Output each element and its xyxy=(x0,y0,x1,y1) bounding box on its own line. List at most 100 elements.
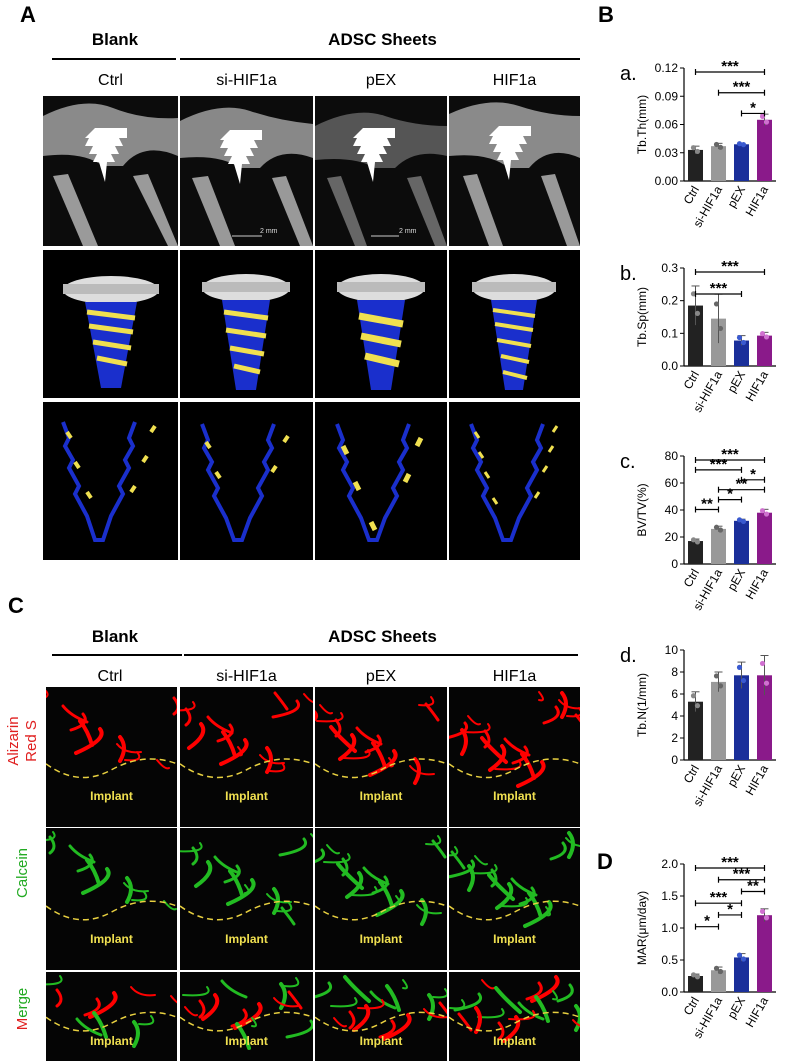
header-rule-adsc xyxy=(180,58,580,60)
x-tick-label: pEX xyxy=(725,995,748,1022)
fluo-calcein-ctrl xyxy=(46,828,177,970)
y-tick-label: 0 xyxy=(671,753,678,767)
data-point xyxy=(736,952,743,958)
chart-mar: MAR(μm/day) 0.0 0.5 1.0 1.5 2.0 Ctrl si-HIF1a pE… xyxy=(600,854,790,1054)
data-point xyxy=(759,331,766,337)
data-point xyxy=(713,301,720,307)
x-tick-label: Ctrl xyxy=(681,369,702,392)
y-tick-label: 60 xyxy=(665,476,679,490)
data-point xyxy=(759,508,766,514)
y-tick-label: 0.06 xyxy=(655,118,679,132)
bar-pEX xyxy=(734,520,749,564)
fluo-alizarin-ctrl xyxy=(46,687,177,827)
data-point xyxy=(763,334,770,340)
data-point xyxy=(740,518,747,525)
bar-si-HIF1a xyxy=(711,528,726,564)
chart-sublabel: b. xyxy=(620,263,637,285)
fluo-calcein-si xyxy=(180,828,313,970)
x-tick-label: HIF1a xyxy=(743,566,772,602)
y-tick-label: 20 xyxy=(665,530,679,544)
fluo-merge-pex xyxy=(315,972,447,1061)
fluo-merge-si xyxy=(180,972,313,1061)
header-rule-adsc-c xyxy=(184,654,578,656)
row-label-merge: Merge xyxy=(14,987,31,1031)
bar-HIF1a xyxy=(757,512,772,564)
group-header-blank: Blank xyxy=(91,30,139,49)
significance-label: * xyxy=(704,913,710,930)
col-label-si-c: si-HIF1a xyxy=(216,668,277,685)
bar-HIF1a xyxy=(757,335,772,366)
x-tick-label: HIF1a xyxy=(743,183,772,219)
significance-label: ** xyxy=(736,476,748,493)
bar-si-HIF1a xyxy=(711,970,726,992)
implant-label: Implant xyxy=(359,1034,403,1049)
y-tick-label: 8 xyxy=(671,665,678,679)
bar-Ctrl xyxy=(688,701,703,760)
implant-label: Implant xyxy=(493,789,536,804)
y-tick-label: 0.0 xyxy=(661,359,678,373)
data-point xyxy=(694,539,701,545)
data-point xyxy=(717,968,724,975)
x-tick-label: HIF1a xyxy=(743,368,772,404)
data-point xyxy=(763,119,770,125)
significance-label: ** xyxy=(747,877,759,894)
y-tick-label: 0 xyxy=(671,557,678,571)
group-header-adsc: ADSC Sheets xyxy=(328,30,437,49)
bar-si-HIF1a xyxy=(711,681,726,760)
y-tick-label: 40 xyxy=(665,503,679,517)
scalebar-label-pex: 2 mm xyxy=(399,228,417,235)
significance-label: * xyxy=(750,99,756,116)
contour-ctrl xyxy=(43,402,178,560)
y-axis-label: MAR(μm/day) xyxy=(635,891,649,965)
y-tick-label: 0.12 xyxy=(655,61,679,75)
bar-si-HIF1a xyxy=(711,146,726,181)
data-point xyxy=(690,291,697,297)
chart-tb-n: d. Tb.N(1/mm) 0 2 4 6 8 10 Ctrl si-HIF1a pEX HIF1a xyxy=(600,640,790,822)
y-tick-label: 0.09 xyxy=(655,89,679,103)
x-tick-label: Ctrl xyxy=(681,184,702,207)
chart-sublabel: a. xyxy=(620,63,637,85)
data-point xyxy=(740,956,747,962)
x-tick-label: HIF1a xyxy=(743,762,772,798)
bar-pEX xyxy=(734,144,749,181)
group-header-adsc-c: ADSC Sheets xyxy=(328,627,437,646)
col-label-ctrl: Ctrl xyxy=(98,72,123,89)
data-point xyxy=(690,537,697,543)
significance-label: *** xyxy=(710,889,728,906)
data-point xyxy=(736,664,743,670)
y-tick-label: 1.0 xyxy=(661,921,678,935)
y-tick-label: 1.5 xyxy=(661,889,678,903)
contour-si xyxy=(180,402,313,560)
bar-Ctrl xyxy=(688,976,703,992)
bar-Ctrl xyxy=(688,541,703,564)
scalebar-label-si: 2 mm xyxy=(260,228,278,235)
fluo-calcein-hif xyxy=(449,828,580,970)
y-tick-label: 2 xyxy=(671,731,678,745)
data-point xyxy=(736,334,743,341)
render-3d-pex xyxy=(315,250,447,398)
data-point xyxy=(736,141,743,147)
implant-label: Implant xyxy=(493,1034,536,1049)
data-point xyxy=(694,148,701,155)
data-point xyxy=(740,339,747,346)
x-tick-label: pEX xyxy=(725,184,748,211)
panel-a-label: A xyxy=(20,2,36,27)
header-rule-blank-c xyxy=(52,654,182,656)
bar-HIF1a xyxy=(757,675,772,760)
panel-d-label: D xyxy=(597,849,613,874)
implant-label: Implant xyxy=(90,1034,133,1049)
render-3d-si xyxy=(180,250,313,398)
significance-label: *** xyxy=(710,280,728,297)
bar-pEX xyxy=(734,957,749,992)
fluo-alizarin-si xyxy=(180,687,313,827)
data-point xyxy=(694,703,701,709)
col-label-pex: pEX xyxy=(365,72,397,89)
significance-label: ** xyxy=(701,496,713,513)
fluo-merge-ctrl xyxy=(46,972,177,1061)
implant-label: Implant xyxy=(90,789,133,804)
chart-tb-sp: b. Tb.Sp(mm) 0.0 0.1 0.2 0.3 Ctrl si-HIF1a pEX HI… xyxy=(600,258,790,428)
y-tick-label: 10 xyxy=(665,643,679,657)
implant-label: Implant xyxy=(225,931,268,946)
significance-label: *** xyxy=(733,79,751,96)
render-3d-ctrl xyxy=(43,250,178,398)
